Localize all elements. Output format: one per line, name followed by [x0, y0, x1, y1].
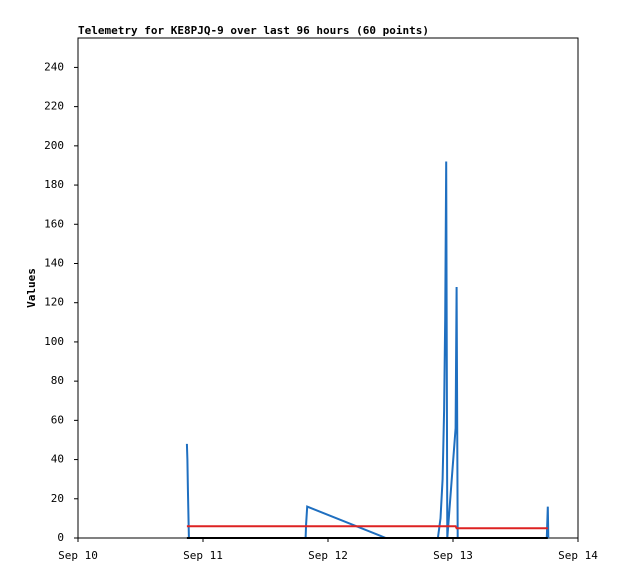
- plot-frame: [77, 37, 579, 539]
- y-tick-label: 100: [44, 335, 64, 348]
- chart-title: Telemetry for KE8PJQ-9 over last 96 hour…: [78, 24, 429, 37]
- y-tick-label: 0: [57, 531, 64, 544]
- y-tick-label: 200: [44, 139, 64, 152]
- y-axis-label: Values: [25, 268, 38, 308]
- y-tick-label: 60: [51, 413, 64, 426]
- y-tick-label: 220: [44, 100, 64, 113]
- x-tick-label: Sep 13: [433, 549, 473, 562]
- y-tick-label: 160: [44, 217, 64, 230]
- series-line: [185, 161, 550, 539]
- x-tick-label: Sep 11: [183, 549, 223, 562]
- y-tick-label: 180: [44, 178, 64, 191]
- x-tick-label: Sep 12: [308, 549, 348, 562]
- y-tick-label: 40: [51, 453, 64, 466]
- y-tick-label: 240: [44, 60, 64, 73]
- y-tick-label: 20: [51, 492, 64, 505]
- y-tick-label: 120: [44, 296, 64, 309]
- series-line: [186, 525, 548, 530]
- x-tick-label: Sep 10: [58, 549, 98, 562]
- y-tick-label: 80: [51, 374, 64, 387]
- y-tick-label: 140: [44, 256, 64, 269]
- x-tick-label: Sep 14: [558, 549, 598, 562]
